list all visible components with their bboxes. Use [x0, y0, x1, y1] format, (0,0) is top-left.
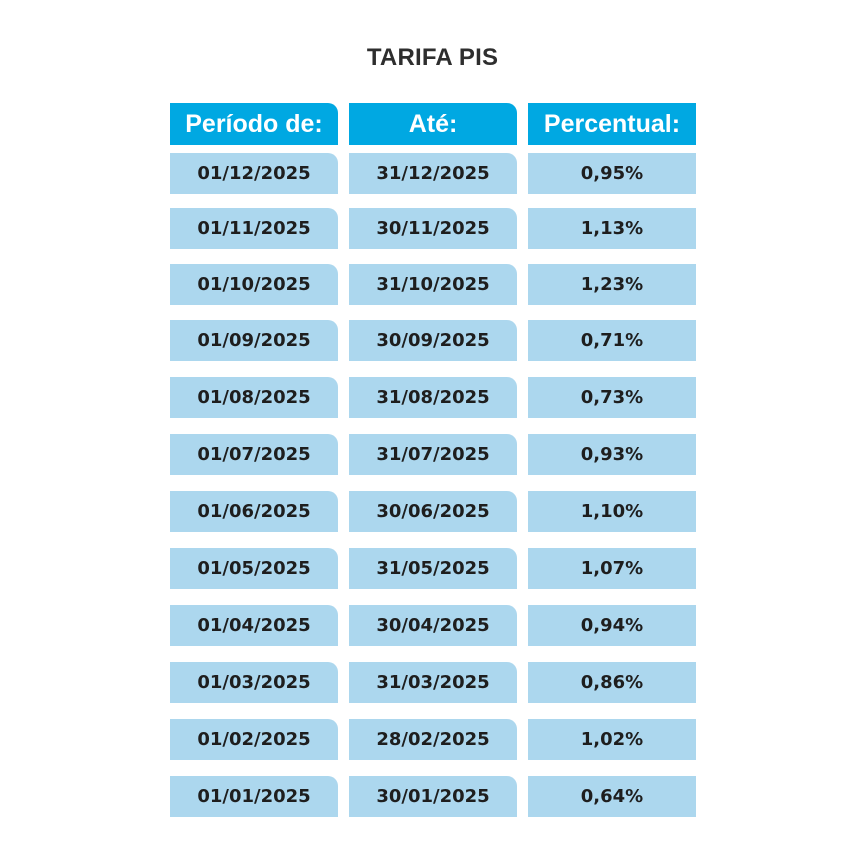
- cell-percentage: 0,94%: [528, 605, 696, 646]
- cell-period-from: 01/10/2025: [170, 264, 338, 305]
- table-row: 01/08/2025 31/08/2025 0,73%: [170, 377, 696, 418]
- cell-percentage: 1,07%: [528, 548, 696, 589]
- header-period-to: Até:: [349, 103, 517, 145]
- cell-percentage: 0,95%: [528, 153, 696, 194]
- cell-period-to: 28/02/2025: [349, 719, 517, 760]
- table-row: 01/01/2025 30/01/2025 0,64%: [170, 776, 696, 817]
- cell-percentage: 0,71%: [528, 320, 696, 361]
- cell-period-to: 30/09/2025: [349, 320, 517, 361]
- cell-percentage: 0,64%: [528, 776, 696, 817]
- cell-period-to: 31/07/2025: [349, 434, 517, 475]
- cell-period-from: 01/11/2025: [170, 208, 338, 249]
- cell-period-from: 01/02/2025: [170, 719, 338, 760]
- table-row: 01/02/2025 28/02/2025 1,02%: [170, 719, 696, 760]
- cell-period-to: 31/10/2025: [349, 264, 517, 305]
- cell-period-from: 01/03/2025: [170, 662, 338, 703]
- cell-percentage: 1,23%: [528, 264, 696, 305]
- tariff-table: Período de: Até: Percentual: 01/12/2025 3…: [170, 103, 696, 817]
- table-row: 01/11/2025 30/11/2025 1,13%: [170, 208, 696, 249]
- cell-period-from: 01/12/2025: [170, 153, 338, 194]
- cell-percentage: 0,73%: [528, 377, 696, 418]
- cell-percentage: 1,10%: [528, 491, 696, 532]
- cell-percentage: 0,86%: [528, 662, 696, 703]
- table-row: 01/12/2025 31/12/2025 0,95%: [170, 153, 696, 194]
- cell-period-to: 31/05/2025: [349, 548, 517, 589]
- table-row: 01/03/2025 31/03/2025 0,86%: [170, 662, 696, 703]
- cell-percentage: 1,02%: [528, 719, 696, 760]
- cell-percentage: 0,93%: [528, 434, 696, 475]
- table-row: 01/04/2025 30/04/2025 0,94%: [170, 605, 696, 646]
- header-percentage: Percentual:: [528, 103, 696, 145]
- table-header-row: Período de: Até: Percentual:: [170, 103, 696, 145]
- cell-period-from: 01/07/2025: [170, 434, 338, 475]
- cell-period-from: 01/08/2025: [170, 377, 338, 418]
- cell-period-to: 30/04/2025: [349, 605, 517, 646]
- cell-period-to: 30/06/2025: [349, 491, 517, 532]
- cell-period-to: 30/01/2025: [349, 776, 517, 817]
- table-row: 01/10/2025 31/10/2025 1,23%: [170, 264, 696, 305]
- header-period-from: Período de:: [170, 103, 338, 145]
- cell-period-from: 01/05/2025: [170, 548, 338, 589]
- cell-percentage: 1,13%: [528, 208, 696, 249]
- table-row: 01/06/2025 30/06/2025 1,10%: [170, 491, 696, 532]
- page-title: TARIFA PIS: [366, 44, 499, 71]
- cell-period-to: 31/08/2025: [349, 377, 517, 418]
- cell-period-from: 01/09/2025: [170, 320, 338, 361]
- table-row: 01/07/2025 31/07/2025 0,93%: [170, 434, 696, 475]
- table-row: 01/09/2025 30/09/2025 0,71%: [170, 320, 696, 361]
- cell-period-to: 31/03/2025: [349, 662, 517, 703]
- cell-period-from: 01/04/2025: [170, 605, 338, 646]
- cell-period-from: 01/01/2025: [170, 776, 338, 817]
- cell-period-from: 01/06/2025: [170, 491, 338, 532]
- table-row: 01/05/2025 31/05/2025 1,07%: [170, 548, 696, 589]
- cell-period-to: 31/12/2025: [349, 153, 517, 194]
- cell-period-to: 30/11/2025: [349, 208, 517, 249]
